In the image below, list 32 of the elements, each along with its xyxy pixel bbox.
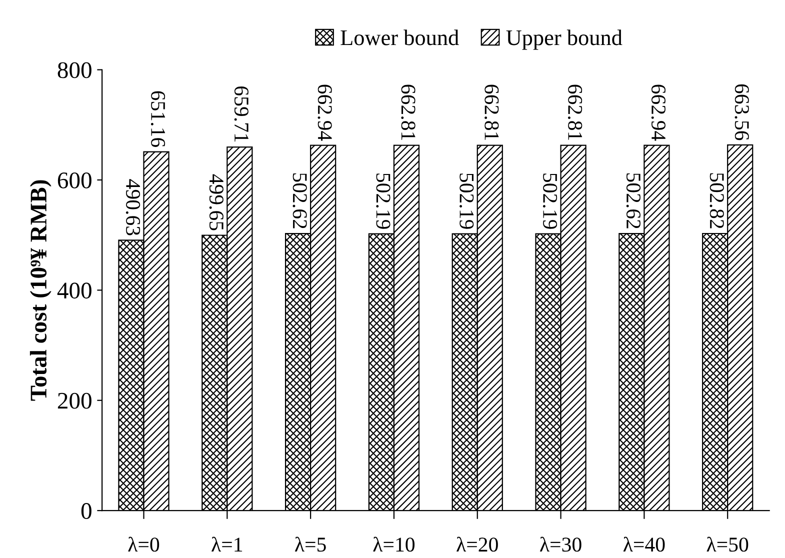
x-tick-label: λ=0 — [128, 536, 160, 552]
x-tick-label: λ=40 — [623, 536, 665, 552]
data-label: 662.81 — [401, 84, 416, 140]
data-label: 502.19 — [460, 174, 474, 229]
data-label: 502.19 — [542, 174, 558, 229]
data-label: 490.63 — [126, 179, 140, 236]
x-tick-label: λ=50 — [706, 536, 748, 552]
data-label: 502.62 — [292, 173, 307, 228]
x-tick-label: λ=30 — [540, 536, 582, 552]
data-label: 662.81 — [568, 84, 582, 140]
legend-label: Upper bound — [506, 30, 622, 50]
x-tick-label: λ=10 — [373, 536, 415, 552]
x-tick-label: λ=5 — [294, 536, 326, 552]
data-label: 502.62 — [626, 173, 641, 228]
y-axis-title: Total cost (10⁹¥ RMB) — [30, 180, 52, 401]
legend-label: Lower bound — [340, 30, 459, 46]
data-label: 502.19 — [376, 174, 390, 229]
data-label: 662.94 — [651, 84, 666, 141]
data-label: 663.56 — [734, 84, 749, 140]
data-label: 659.71 — [234, 86, 248, 142]
x-tick-label: λ=1 — [212, 536, 242, 552]
y-tick-label: 0 — [81, 503, 92, 519]
data-label: 651.16 — [150, 91, 166, 147]
y-tick-label: 800 — [58, 62, 92, 78]
y-tick-label: 200 — [58, 392, 92, 409]
y-tick-label: 400 — [57, 282, 92, 299]
data-label: 499.65 — [209, 174, 224, 230]
y-tick-label: 600 — [58, 172, 92, 188]
data-label: 502.82 — [710, 173, 724, 228]
data-label: 662.94 — [318, 84, 332, 141]
data-label: 662.81 — [484, 84, 499, 140]
x-tick-label: λ=20 — [456, 536, 498, 552]
